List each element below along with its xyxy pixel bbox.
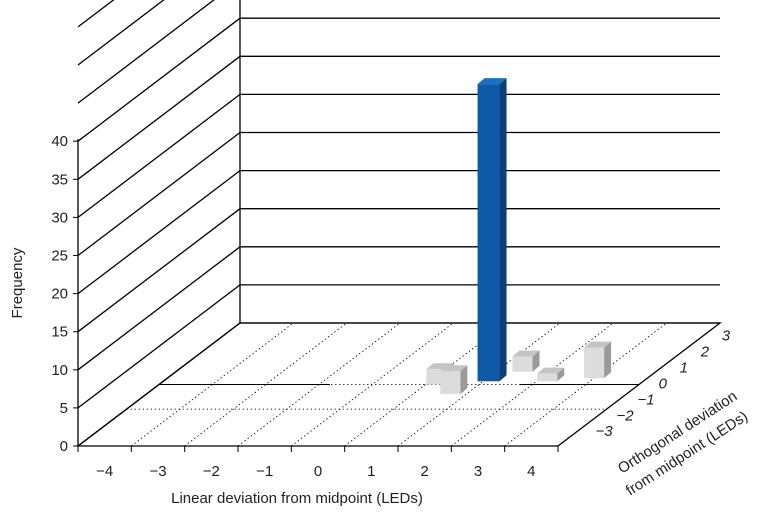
z-tick-label: 1 bbox=[680, 359, 688, 376]
wall-gridline-diagonal bbox=[78, 0, 240, 103]
z-tick-label: 3 bbox=[722, 327, 731, 344]
y-tick-label: 35 bbox=[51, 171, 68, 188]
y-tick-label: 20 bbox=[51, 286, 68, 303]
bar-side bbox=[604, 342, 611, 378]
y-tick-label: 5 bbox=[60, 400, 68, 417]
y-tick-label: 25 bbox=[51, 248, 68, 265]
y-tick-label: 0 bbox=[60, 438, 68, 455]
y-axis-title: Frequency bbox=[9, 247, 26, 318]
z-tick-label: −2 bbox=[617, 407, 635, 424]
x-axis-title: Linear deviation from midpoint (LEDs) bbox=[171, 490, 423, 507]
x-tick-label: −1 bbox=[256, 463, 273, 480]
floor-layer bbox=[78, 323, 720, 446]
wall-gridline-diagonal bbox=[78, 171, 240, 294]
z-tick-label: −3 bbox=[595, 423, 613, 440]
bar bbox=[537, 368, 564, 382]
bar-front bbox=[478, 84, 500, 381]
bar bbox=[584, 342, 611, 378]
x-tick-label: −2 bbox=[203, 463, 220, 480]
bar bbox=[478, 78, 507, 381]
wall-gridline-diagonal bbox=[78, 0, 240, 65]
bar-front bbox=[513, 356, 533, 371]
wall-gridline-diagonal bbox=[78, 94, 240, 217]
x-tick-label: 0 bbox=[314, 463, 322, 480]
y-tick-label: 15 bbox=[51, 324, 68, 341]
bar-side bbox=[500, 78, 507, 381]
x-tick-label: −4 bbox=[96, 463, 113, 480]
grid-layer bbox=[78, 0, 720, 446]
wall-gridline-diagonal bbox=[78, 247, 240, 370]
x-tick-label: 2 bbox=[420, 463, 428, 480]
z-tick-label: 2 bbox=[700, 343, 710, 360]
z-tick-label: −1 bbox=[638, 391, 655, 408]
bars-layer bbox=[426, 78, 611, 394]
bar-front bbox=[584, 348, 604, 378]
x-tick-label: 4 bbox=[527, 463, 535, 480]
x-tick-label: 1 bbox=[367, 463, 375, 480]
wall-gridline-diagonal bbox=[78, 133, 240, 256]
wall-gridline-diagonal bbox=[78, 209, 240, 332]
bar bbox=[513, 350, 540, 371]
x-tick-label: −3 bbox=[149, 463, 166, 480]
y-tick-label: 10 bbox=[51, 362, 68, 379]
y-tick-label: 40 bbox=[51, 133, 68, 150]
wall-gridline-diagonal bbox=[78, 285, 240, 408]
wall-gridline-diagonal bbox=[78, 56, 240, 179]
bar-front bbox=[537, 374, 557, 382]
bar-front bbox=[440, 371, 460, 394]
bar bbox=[440, 365, 467, 394]
x-tick-label: 3 bbox=[474, 463, 482, 480]
z-tick-label: 0 bbox=[659, 375, 668, 392]
y-tick-label: 30 bbox=[51, 209, 68, 226]
wall-gridline-diagonal bbox=[78, 18, 240, 141]
